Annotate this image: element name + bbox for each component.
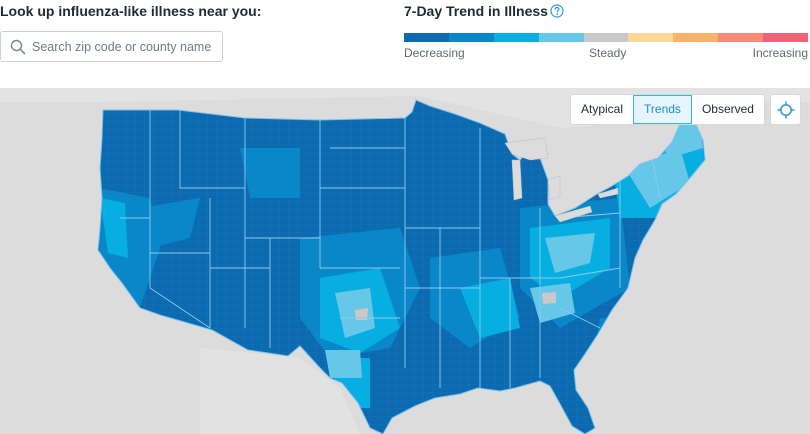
mexico-region [200, 348, 360, 434]
toggle-trends[interactable]: Trends [633, 95, 692, 124]
legend-segment-4 [538, 33, 584, 42]
legend-segment-5 [583, 33, 629, 42]
toggle-observed[interactable]: Observed [701, 102, 754, 116]
question-circle-icon[interactable] [550, 4, 564, 18]
lake-erie [554, 205, 593, 223]
search-icon [10, 39, 26, 55]
map-area[interactable] [0, 88, 810, 434]
header-panel: Look up influenza-like illness near you:… [0, 0, 810, 88]
lake-michigan [511, 159, 523, 201]
locate-button[interactable] [770, 94, 801, 125]
lake-superior [504, 137, 549, 161]
legend-label-decreasing: Decreasing [404, 46, 465, 60]
view-toggle-group: Atypical Trends Observed [570, 94, 765, 125]
trend-legend-bar [404, 33, 809, 42]
search-input[interactable] [32, 32, 220, 61]
legend-segment-7 [673, 33, 719, 42]
crosshair-icon [777, 101, 795, 119]
legend-segment-9 [763, 33, 809, 42]
legend-label-steady: Steady [589, 46, 627, 60]
us-county-map[interactable] [0, 88, 810, 434]
legend-segment-1 [404, 33, 449, 42]
legend-segment-6 [628, 33, 674, 42]
lake-ontario [597, 187, 619, 199]
legend-label-increasing: Increasing [752, 46, 808, 60]
lake-huron [547, 175, 561, 201]
lookup-title: Look up influenza-like illness near you: [0, 3, 262, 19]
trend-title: 7-Day Trend in Illness [404, 3, 548, 19]
toggle-atypical[interactable]: Atypical [581, 102, 624, 116]
state-borders [120, 110, 661, 388]
legend-segment-2 [448, 33, 494, 42]
legend-segment-3 [493, 33, 539, 42]
legend-segment-8 [718, 33, 764, 42]
search-box[interactable] [0, 31, 223, 62]
